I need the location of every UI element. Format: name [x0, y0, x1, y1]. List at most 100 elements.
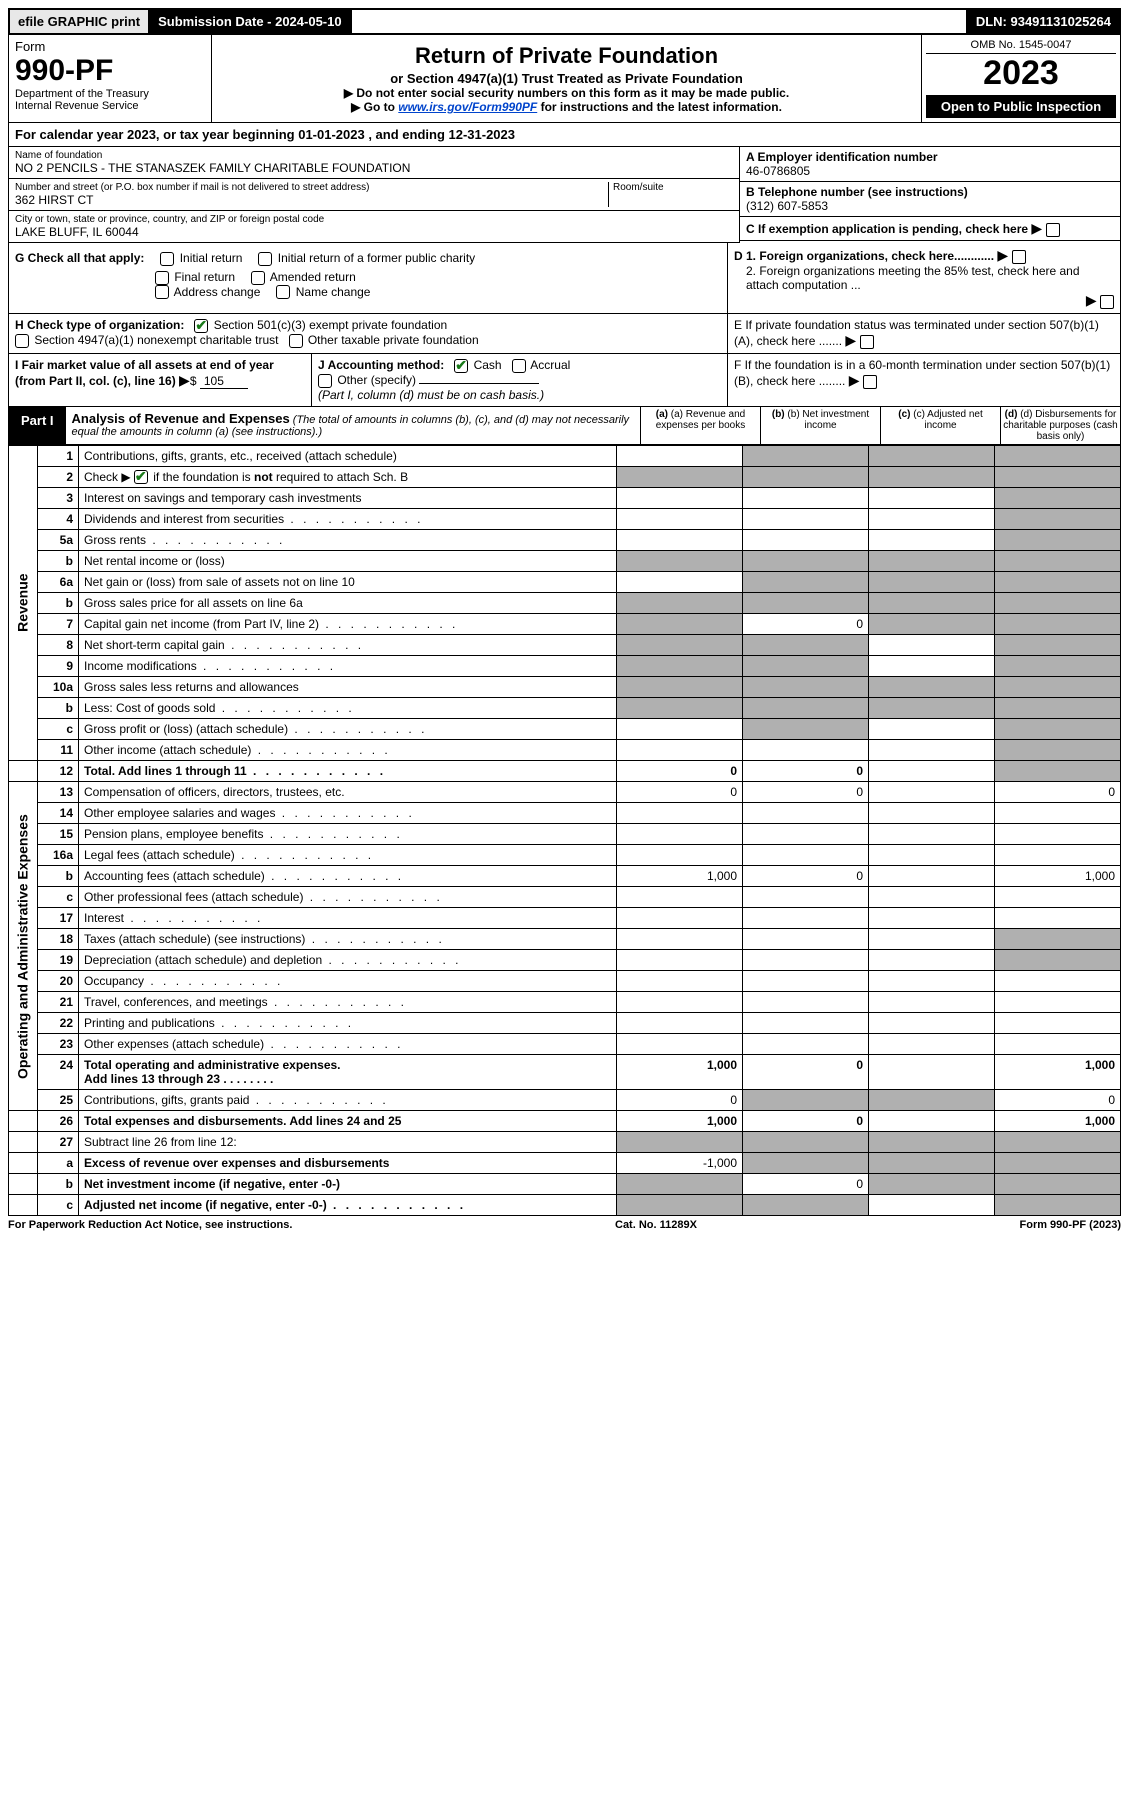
part1-label: Part I	[9, 407, 66, 444]
col-c-header: (c) (c) Adjusted net income	[880, 407, 1000, 444]
top-bar: efile GRAPHIC print Submission Date - 20…	[8, 8, 1121, 35]
table-row: Operating and Administrative Expenses 13…	[9, 782, 1121, 803]
d2-checkbox[interactable]	[1100, 295, 1114, 309]
fmv-value: 105	[200, 374, 248, 389]
irs-link[interactable]: www.irs.gov/Form990PF	[398, 100, 537, 114]
c-checkbox[interactable]	[1046, 223, 1060, 237]
revenue-label: Revenue	[9, 445, 38, 761]
expenses-label: Operating and Administrative Expenses	[9, 782, 38, 1111]
dept-treasury: Department of the Treasury	[15, 88, 205, 100]
ein-cell: A Employer identification number 46-0786…	[740, 147, 1120, 182]
table-row: 11Other income (attach schedule)	[9, 740, 1121, 761]
4947-checkbox[interactable]	[15, 334, 29, 348]
tel-value: (312) 607-5853	[746, 199, 1114, 213]
table-row: bAccounting fees (attach schedule)1,0000…	[9, 866, 1121, 887]
table-row: 5aGross rents	[9, 530, 1121, 551]
table-row: cOther professional fees (attach schedul…	[9, 887, 1121, 908]
table-row: bLess: Cost of goods sold	[9, 698, 1121, 719]
h-e-section: H Check type of organization: Section 50…	[8, 314, 1121, 354]
name-change-checkbox[interactable]	[276, 285, 290, 299]
table-row: 6aNet gain or (loss) from sale of assets…	[9, 572, 1121, 593]
g-checks: G Check all that apply: Initial return I…	[9, 243, 728, 313]
j-box: J Accounting method: Cash Accrual Other …	[312, 354, 728, 406]
ssn-note: ▶ Do not enter social security numbers o…	[218, 86, 915, 100]
entity-left: Name of foundation NO 2 PENCILS - THE ST…	[9, 147, 740, 243]
col-a-header: (a) (a) Revenue and expenses per books	[640, 407, 760, 444]
cat-number: Cat. No. 11289X	[615, 1219, 697, 1231]
table-row: aExcess of revenue over expenses and dis…	[9, 1153, 1121, 1174]
part1-table: Revenue 1Contributions, gifts, grants, e…	[8, 445, 1121, 1217]
other-method-checkbox[interactable]	[318, 374, 332, 388]
dln-label: DLN: 93491131025264	[968, 10, 1119, 33]
address-change-checkbox[interactable]	[155, 285, 169, 299]
table-row: 2Check ▶ if the foundation is not requir…	[9, 466, 1121, 488]
i-box: I Fair market value of all assets at end…	[9, 354, 312, 406]
table-row: 16aLegal fees (attach schedule)	[9, 845, 1121, 866]
d1-checkbox[interactable]	[1012, 250, 1026, 264]
header-left: Form 990-PF Department of the Treasury I…	[9, 35, 212, 122]
form-ref: Form 990-PF (2023)	[1020, 1219, 1121, 1231]
page-footer: For Paperwork Reduction Act Notice, see …	[8, 1216, 1121, 1234]
501c3-checkbox[interactable]	[194, 319, 208, 333]
street-address: 362 HIRST CT	[15, 193, 608, 207]
amended-return-checkbox[interactable]	[251, 271, 265, 285]
tax-year: 2023	[926, 54, 1116, 93]
other-taxable-checkbox[interactable]	[289, 334, 303, 348]
table-row: 25Contributions, gifts, grants paid00	[9, 1090, 1121, 1111]
col-b-header: (b) (b) Net investment income	[760, 407, 880, 444]
submission-date: Submission Date - 2024-05-10	[150, 10, 352, 33]
foundation-name-cell: Name of foundation NO 2 PENCILS - THE ST…	[9, 147, 739, 179]
irs-label: Internal Revenue Service	[15, 100, 205, 112]
table-row: 3Interest on savings and temporary cash …	[9, 488, 1121, 509]
final-return-checkbox[interactable]	[155, 271, 169, 285]
e-check: E If private foundation status was termi…	[728, 314, 1120, 353]
table-row: 27Subtract line 26 from line 12:	[9, 1132, 1121, 1153]
f-checkbox[interactable]	[863, 375, 877, 389]
efile-print-label: efile GRAPHIC print	[10, 10, 150, 33]
table-row: 17Interest	[9, 908, 1121, 929]
table-row: 22Printing and publications	[9, 1013, 1121, 1034]
table-row: 19Depreciation (attach schedule) and dep…	[9, 950, 1121, 971]
header-right: OMB No. 1545-0047 2023 Open to Public In…	[921, 35, 1120, 122]
table-row: Revenue 1Contributions, gifts, grants, e…	[9, 445, 1121, 466]
table-row: 23Other expenses (attach schedule)	[9, 1034, 1121, 1055]
table-row: 7Capital gain net income (from Part IV, …	[9, 614, 1121, 635]
room-label: Room/suite	[613, 182, 733, 193]
cash-checkbox[interactable]	[454, 359, 468, 373]
schb-checkbox[interactable]	[134, 470, 148, 484]
col-d-header: (d) (d) Disbursements for charitable pur…	[1000, 407, 1120, 444]
table-row: 24Total operating and administrative exp…	[9, 1055, 1121, 1090]
form-subtitle: or Section 4947(a)(1) Trust Treated as P…	[218, 71, 915, 86]
table-row: 12Total. Add lines 1 through 1100	[9, 761, 1121, 782]
foundation-name: NO 2 PENCILS - THE STANASZEK FAMILY CHAR…	[15, 161, 733, 175]
e-checkbox[interactable]	[860, 335, 874, 349]
form-header: Form 990-PF Department of the Treasury I…	[8, 35, 1121, 123]
paperwork-notice: For Paperwork Reduction Act Notice, see …	[8, 1219, 292, 1231]
i-j-f-section: I Fair market value of all assets at end…	[8, 354, 1121, 407]
table-row: bNet investment income (if negative, ent…	[9, 1174, 1121, 1195]
table-row: bNet rental income or (loss)	[9, 551, 1121, 572]
c-cell: C If exemption application is pending, c…	[740, 217, 1120, 241]
omb-number: OMB No. 1545-0047	[926, 39, 1116, 54]
form-label: Form	[15, 39, 205, 54]
calendar-year-row: For calendar year 2023, or tax year begi…	[8, 123, 1121, 147]
table-row: 14Other employee salaries and wages	[9, 803, 1121, 824]
part1-title: Analysis of Revenue and Expenses (The to…	[66, 407, 640, 444]
table-row: 21Travel, conferences, and meetings	[9, 992, 1121, 1013]
g-d-section: G Check all that apply: Initial return I…	[8, 243, 1121, 314]
entity-info: Name of foundation NO 2 PENCILS - THE ST…	[8, 147, 1121, 243]
city-state-zip: LAKE BLUFF, IL 60044	[15, 225, 733, 239]
table-row: 9Income modifications	[9, 656, 1121, 677]
table-row: 20Occupancy	[9, 971, 1121, 992]
initial-former-checkbox[interactable]	[258, 252, 272, 266]
spacer	[352, 10, 968, 33]
city-cell: City or town, state or province, country…	[9, 211, 739, 243]
goto-note: ▶ Go to www.irs.gov/Form990PF for instru…	[218, 100, 915, 114]
form-number: 990-PF	[15, 54, 205, 88]
ein-value: 46-0786805	[746, 164, 1114, 178]
table-row: 26Total expenses and disbursements. Add …	[9, 1111, 1121, 1132]
accrual-checkbox[interactable]	[512, 359, 526, 373]
initial-return-checkbox[interactable]	[160, 252, 174, 266]
form-title: Return of Private Foundation	[218, 43, 915, 69]
table-row: 4Dividends and interest from securities	[9, 509, 1121, 530]
